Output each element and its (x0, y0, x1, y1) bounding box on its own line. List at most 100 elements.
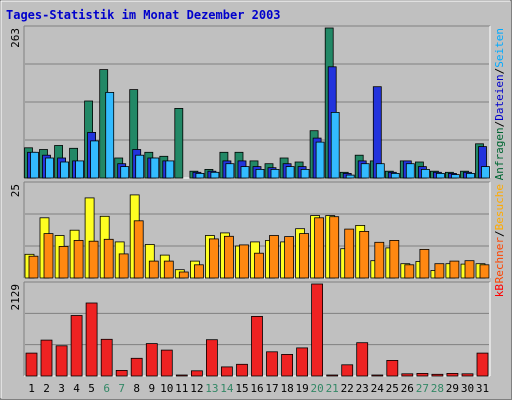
bar-top-seiten-7 (120, 166, 130, 179)
axis-label-anfragen: Anfragen (493, 127, 506, 180)
bar-middle-rechner-10 (163, 260, 174, 279)
x-tick-label-14: 14 (220, 382, 234, 395)
bar-top-seiten-24 (375, 163, 385, 179)
bar-middle-rechner-19 (299, 233, 310, 279)
bar-top-seiten-29 (450, 174, 460, 179)
bar-top-seiten-16 (255, 168, 265, 179)
bar-top-seiten-31 (481, 166, 490, 179)
bar-bottom-kb-24 (371, 374, 384, 377)
bar-bottom-kb-25 (386, 359, 399, 377)
bar-bottom-kb-6 (100, 338, 113, 377)
bar-top-seiten-10 (165, 160, 175, 179)
axis-label-besuche: Besuche (493, 184, 506, 230)
bar-bottom-kb-22 (341, 364, 354, 377)
bar-top-seiten-23 (360, 163, 370, 179)
bar-bottom-kb-17 (266, 351, 278, 377)
x-tick-label-18: 18 (280, 382, 293, 395)
x-tick-label-13: 13 (205, 382, 218, 395)
x-tick-label-19: 19 (295, 382, 308, 395)
ymax-label-middle: 25 (9, 184, 22, 197)
bar-middle-rechner-22 (344, 228, 355, 279)
bar-middle-rechner-2 (43, 233, 54, 279)
bar-middle-rechner-29 (449, 260, 460, 279)
x-tick-label-17: 17 (265, 382, 278, 395)
bar-middle-rechner-11 (178, 271, 189, 279)
x-tick-label-3: 3 (58, 382, 65, 395)
bar-bottom-kb-5 (85, 302, 98, 377)
bar-middle-rechner-23 (359, 230, 370, 279)
bar-bottom-kb-10 (160, 349, 173, 377)
bar-middle-rechner-18 (284, 236, 295, 279)
axis-label-rechner: Rechner (493, 237, 506, 284)
bar-middle-rechner-17 (269, 235, 279, 279)
bar-top-seiten-18 (285, 166, 295, 179)
bar-top-seiten-19 (300, 168, 310, 179)
axis-label-kb: kB (493, 284, 506, 298)
x-tick-label-27: 27 (416, 382, 429, 395)
panel-top: 263 Anfragen/Dateien/Seiten (9, 25, 506, 180)
x-tick-label-1: 1 (28, 382, 35, 395)
bar-bottom-kb-9 (145, 343, 158, 377)
bar-bottom-kb-8 (130, 357, 143, 377)
x-tick-label-16: 16 (250, 382, 263, 395)
axis-label-separator: / (493, 68, 506, 75)
bar-bottom-kb-21 (326, 374, 339, 377)
bar-middle-rechner-24 (374, 241, 385, 279)
bar-bottom-kb-28 (431, 373, 444, 377)
x-tick-label-2: 2 (43, 382, 50, 395)
bar-top-seiten-28 (435, 172, 445, 179)
x-tick-label-10: 10 (160, 382, 173, 395)
bar-top-seiten-13 (210, 171, 220, 179)
x-tick-label-12: 12 (190, 382, 203, 395)
bar-middle-rechner-20 (314, 217, 325, 279)
bar-top-seiten-22 (345, 174, 355, 179)
x-tick-label-26: 26 (401, 382, 414, 395)
bar-middle-rechner-13 (208, 238, 219, 279)
bar-middle-rechner-26 (404, 264, 415, 279)
bar-top-seiten-3 (60, 161, 69, 179)
ymax-label-top: 263 (9, 28, 22, 48)
bar-top-seiten-14 (225, 163, 235, 179)
bar-middle-rechner-16 (254, 252, 264, 279)
bar-top-seiten-2 (45, 157, 54, 179)
x-tick-label-7: 7 (118, 382, 125, 395)
panel-middle: 25 Rechner/Besuche (9, 181, 506, 284)
bar-top-seiten-9 (150, 157, 160, 179)
bar-middle-rechner-14 (223, 235, 234, 279)
bar-bottom-kb-12 (190, 370, 203, 377)
x-tick-label-20: 20 (310, 382, 323, 395)
bar-middle-rechner-1 (28, 255, 39, 279)
right-axis-label-top: Anfragen/Dateien/Seiten (493, 28, 506, 180)
x-tick-label-22: 22 (341, 382, 354, 395)
bar-middle-rechner-27 (419, 248, 430, 279)
bar-top-anfragen-11 (174, 108, 184, 179)
bar-middle-rechner-3 (58, 245, 69, 279)
bar-top-seiten-20 (315, 141, 325, 179)
bar-middle-rechner-7 (118, 253, 129, 279)
x-tick-label-8: 8 (133, 382, 140, 395)
x-tick-label-31: 31 (476, 382, 489, 395)
bar-top-seiten-8 (135, 154, 145, 179)
bar-top-seiten-27 (420, 168, 430, 179)
bar-bottom-kb-26 (401, 373, 414, 377)
bar-top-seiten-26 (405, 163, 415, 179)
bar-bottom-kb-3 (55, 345, 68, 377)
bar-middle-rechner-5 (88, 240, 99, 279)
axis-label-separator: / (493, 121, 506, 128)
chart-title: Tages-Statistik im Monat Dezember 2003 (6, 8, 281, 22)
bar-bottom-kb-18 (281, 353, 294, 377)
x-tick-label-29: 29 (446, 382, 459, 395)
axis-label-separator: / (493, 230, 506, 237)
bar-top-seiten-30 (466, 172, 475, 179)
x-tick-label-24: 24 (371, 382, 385, 395)
bar-bottom-kb-29 (446, 372, 459, 377)
bar-middle-rechner-4 (73, 239, 84, 279)
bar-middle-rechner-6 (103, 238, 114, 279)
bar-bottom-kb-23 (356, 342, 369, 377)
bar-top-seiten-21 (330, 112, 340, 179)
x-tick-label-23: 23 (356, 382, 369, 395)
x-tick-labels: 1 2 3 4 5 6 7 8 9 10 11 12 13 14 15 16 17 18 19 20 21 22 23 24 2… (28, 382, 489, 395)
bar-bottom-kb-7 (115, 369, 128, 377)
bar-bottom-kb-15 (236, 363, 248, 377)
